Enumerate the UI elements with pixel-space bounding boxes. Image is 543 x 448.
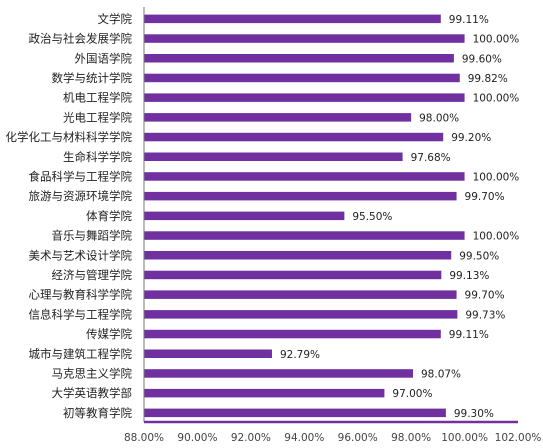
category-label: 食品科学与工程学院 (29, 169, 133, 183)
category-label: 传媒学院 (86, 327, 132, 341)
data-label: 99.82% (468, 73, 508, 85)
category-label: 体育学院 (86, 209, 132, 223)
axes (143, 7, 518, 424)
data-label: 99.73% (465, 309, 505, 321)
bar (144, 369, 414, 378)
category-label: 化学化工与材料科学学院 (6, 130, 133, 144)
bar (144, 251, 452, 260)
x-tick-label: 100.00% (441, 432, 488, 444)
x-tick-label: 96.00% (338, 432, 378, 444)
category-label: 心理与教育科学学院 (29, 288, 133, 302)
x-tick-label: 102.00% (495, 432, 542, 444)
data-label: 100.00% (473, 93, 520, 105)
x-tick-label: 88.00% (124, 432, 164, 444)
bar (144, 329, 441, 339)
bar (144, 349, 272, 358)
data-label: 99.60% (462, 53, 502, 65)
data-label: 100.00% (473, 171, 520, 183)
category-label: 经济与管理学院 (52, 268, 133, 282)
category-label: 马克思主义学院 (52, 366, 133, 380)
bar (144, 172, 465, 181)
bar (144, 93, 465, 102)
bar (144, 388, 385, 398)
category-labels: 文学院政治与社会发展学院外国语学院数学与统计学院机电工程学院光电工程学院化学化工… (6, 12, 133, 420)
category-label: 音乐与舞蹈学院 (52, 229, 133, 243)
data-label: 99.30% (454, 408, 494, 420)
bar (144, 408, 446, 418)
x-tick-label: 92.00% (231, 432, 271, 444)
category-label: 数学与统计学院 (52, 71, 133, 85)
data-label: 99.50% (459, 250, 499, 262)
bars-layer (144, 14, 465, 418)
x-tick-label: 94.00% (284, 432, 324, 444)
bar (144, 113, 412, 122)
category-label: 机电工程学院 (63, 91, 132, 105)
value-labels: 99.11% 100.00% 99.60% 99.82% 100.00% 98.00% 99… (280, 14, 519, 420)
bar (144, 54, 454, 63)
data-label: 92.79% (280, 349, 320, 361)
bar (144, 152, 403, 161)
x-tick-label: 98.00% (391, 432, 431, 444)
data-label: 100.00% (473, 231, 520, 243)
data-label: 99.20% (451, 132, 491, 144)
x-tick-labels: 88.00% 90.00% 92.00% 94.00% 96.00% 98.00% 100.… (124, 432, 541, 444)
bar (144, 73, 460, 83)
data-label: 99.11% (449, 14, 489, 26)
category-label: 旅游与资源环境学院 (29, 189, 133, 203)
bar (144, 211, 345, 221)
data-label: 97.68% (411, 152, 451, 164)
bar (144, 231, 465, 240)
bar (144, 132, 444, 142)
bar (144, 270, 442, 280)
bar (144, 14, 441, 24)
data-label: 97.00% (392, 388, 432, 400)
category-label: 外国语学院 (75, 51, 133, 65)
category-label: 美术与艺术设计学院 (29, 248, 133, 262)
category-label: 大学英语教学部 (52, 386, 133, 400)
data-label: 95.50% (352, 211, 392, 223)
data-label: 98.00% (419, 112, 459, 124)
bar (144, 191, 457, 201)
bar (144, 290, 457, 299)
category-label: 文学院 (98, 12, 133, 26)
bar (144, 34, 465, 43)
data-label: 100.00% (473, 34, 520, 46)
x-tick-label: 90.00% (177, 432, 217, 444)
category-label: 初等教育学院 (63, 406, 132, 420)
data-label: 99.70% (465, 191, 505, 203)
data-label: 99.70% (465, 290, 505, 302)
data-label: 99.11% (449, 329, 489, 341)
bar (144, 310, 458, 319)
data-label: 98.07% (421, 368, 461, 380)
category-label: 政治与社会发展学院 (29, 32, 133, 46)
category-label: 光电工程学院 (63, 110, 132, 124)
data-label: 99.13% (449, 270, 489, 282)
category-label: 信息科学与工程学院 (29, 307, 133, 321)
category-label: 城市与建筑工程学院 (29, 347, 133, 361)
category-label: 生命科学学院 (63, 150, 132, 164)
